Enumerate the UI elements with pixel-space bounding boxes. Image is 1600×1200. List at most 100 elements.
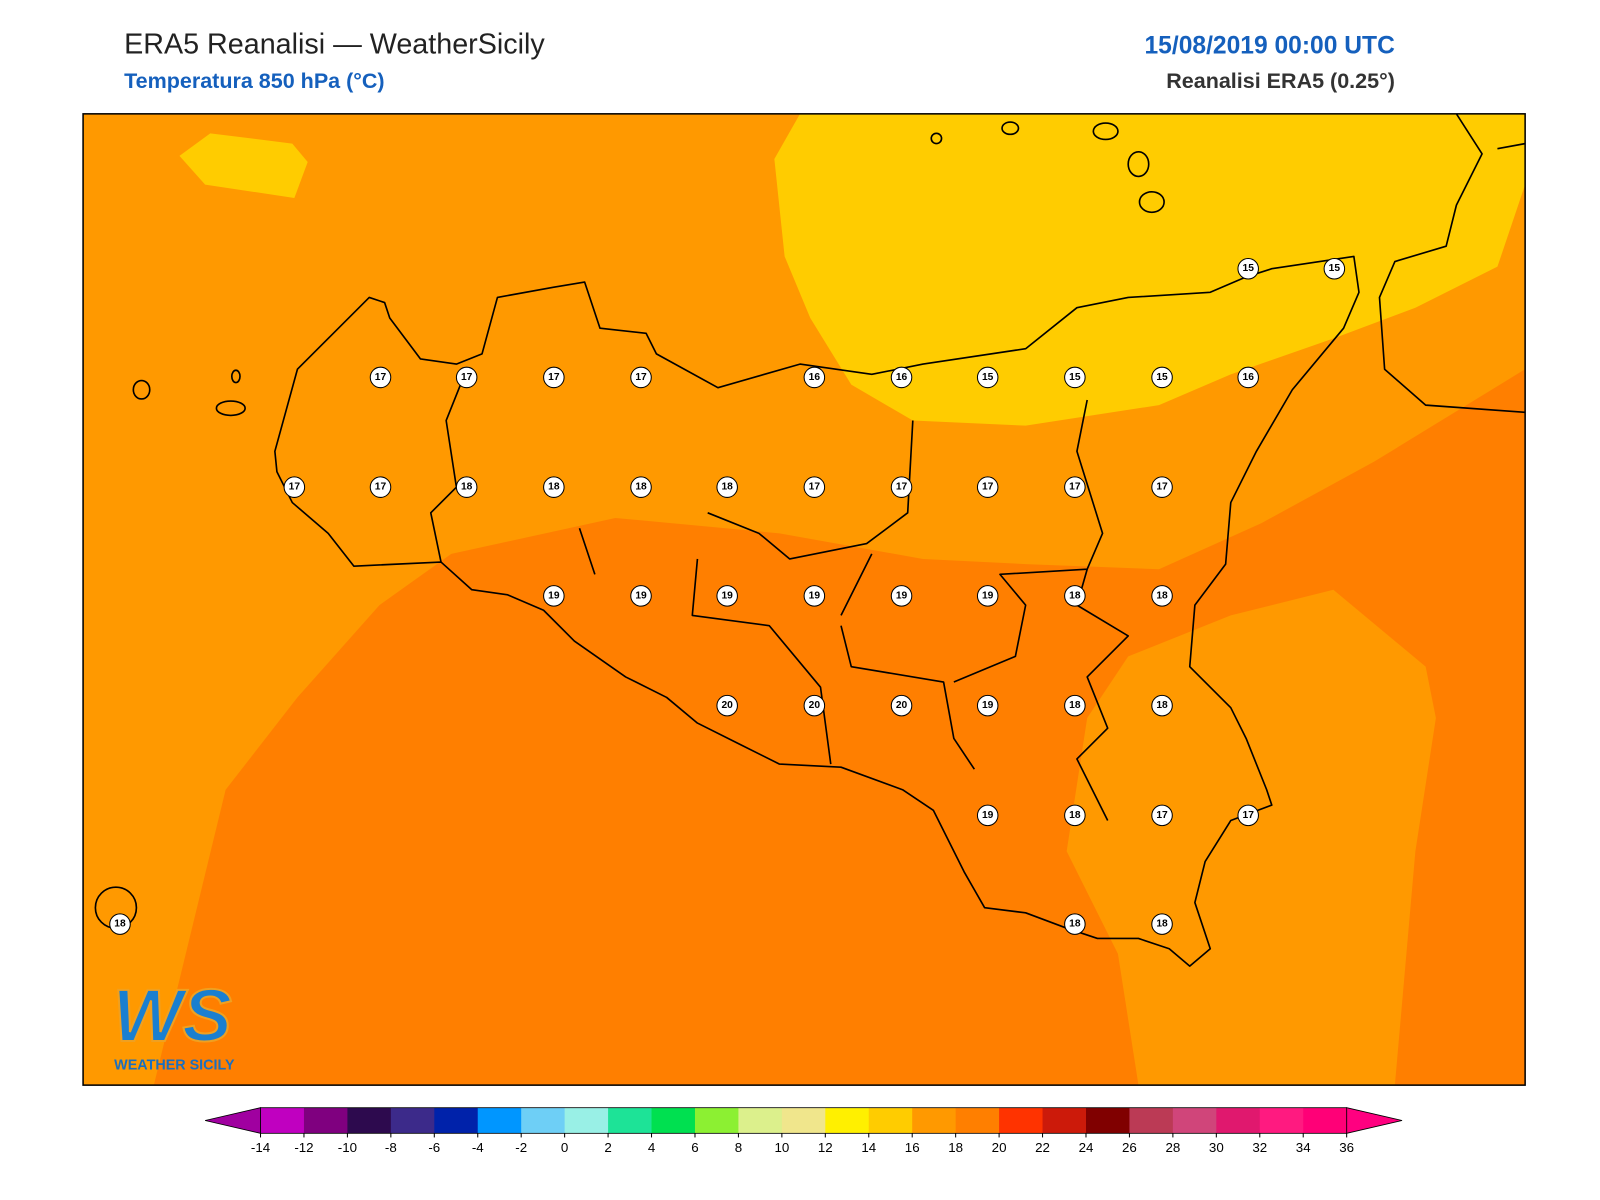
station-value: 17	[375, 372, 387, 383]
station-value: 17	[1243, 810, 1255, 821]
field-14-16	[774, 113, 1526, 426]
colorbar-tick-label: 10	[774, 1140, 789, 1155]
station: 15	[1323, 257, 1346, 280]
station-value: 18	[1156, 919, 1168, 930]
station-value: 17	[461, 372, 473, 383]
station-marker	[1064, 476, 1086, 498]
colorbar-box	[390, 1107, 435, 1134]
station-value: 18	[114, 919, 126, 930]
colorbar-box	[1129, 1107, 1174, 1134]
colorbar-box	[303, 1107, 348, 1134]
station-value: 19	[982, 590, 994, 601]
station-value: 20	[809, 700, 821, 711]
station-value: 19	[982, 810, 994, 821]
station: 19	[630, 585, 652, 607]
station: 18	[1151, 585, 1173, 607]
colorbar-frame	[260, 1107, 1348, 1134]
colorbar-tick-label: -2	[515, 1140, 527, 1155]
station-marker	[1237, 366, 1259, 389]
colorbar-box	[564, 1107, 609, 1134]
station: 18	[1064, 694, 1086, 717]
station-marker	[976, 476, 999, 498]
station: 18	[455, 476, 478, 498]
station-value: 17	[375, 482, 387, 493]
colorbar-box	[868, 1107, 913, 1134]
station-value: 15	[1243, 263, 1255, 274]
colorbar-box	[955, 1107, 1000, 1134]
station-marker	[803, 366, 826, 389]
colorbar-tick-label: -12	[294, 1140, 313, 1155]
colorbar-box	[347, 1107, 392, 1134]
colorbar-tick-label: 0	[561, 1140, 568, 1155]
station-marker	[803, 585, 826, 607]
station: 16	[1237, 366, 1259, 389]
station: 15	[1237, 257, 1259, 280]
station: 18	[543, 476, 565, 498]
station: 16	[890, 366, 913, 389]
station-value: 17	[1156, 482, 1168, 493]
station-marker	[890, 366, 913, 389]
station: 15	[1064, 366, 1086, 389]
station: 17	[1237, 804, 1259, 827]
logo-text: WEATHER SICILY	[114, 1058, 235, 1074]
station: 18	[1064, 585, 1086, 607]
station: 20	[803, 694, 826, 717]
station-value: 17	[896, 482, 908, 493]
colorbar-tick-label: 28	[1165, 1140, 1180, 1155]
station-value: 15	[1329, 263, 1341, 274]
colorbar-tick-label: 24	[1079, 1140, 1094, 1155]
station-value: 16	[809, 372, 821, 383]
colorbar-box	[1042, 1107, 1087, 1134]
station-marker	[543, 585, 565, 607]
station-value: 16	[1243, 372, 1255, 383]
colorbar-box	[738, 1107, 783, 1134]
colorbar-box	[260, 1107, 305, 1134]
station: 19	[543, 585, 565, 607]
station: 17	[369, 366, 392, 389]
station: 18	[716, 476, 738, 498]
station-value: 18	[635, 482, 647, 493]
colorbar-tick-label: 32	[1252, 1140, 1267, 1155]
station: 16	[803, 366, 826, 389]
station: 18	[1151, 694, 1173, 717]
colorbar-tick-label: -6	[428, 1140, 440, 1155]
field-14-16	[179, 133, 308, 198]
station: 17	[283, 476, 306, 498]
station-marker	[890, 585, 913, 607]
station-value: 17	[635, 372, 647, 383]
station-marker	[283, 476, 306, 498]
colorbar-box	[1172, 1107, 1217, 1134]
station-value: 18	[1069, 919, 1081, 930]
station: 19	[976, 585, 999, 607]
station: 19	[976, 694, 999, 717]
station: 19	[976, 804, 999, 827]
station-marker	[716, 585, 738, 607]
station-marker	[1323, 257, 1346, 280]
colorbar-box	[1303, 1107, 1348, 1134]
colorbar-tick-label: 6	[691, 1140, 698, 1155]
title: ERA5 Reanalisi — WeatherSicily	[124, 28, 545, 60]
station-marker	[630, 585, 652, 607]
station-marker	[1064, 804, 1086, 827]
station-marker	[109, 913, 131, 935]
station: 18	[1064, 913, 1086, 935]
station: 20	[716, 694, 738, 717]
station: 17	[1151, 804, 1173, 827]
station-marker	[630, 366, 652, 389]
station-value: 20	[896, 700, 908, 711]
station-value: 19	[896, 590, 908, 601]
station-marker	[976, 804, 999, 827]
station-value: 19	[982, 700, 994, 711]
station-marker	[369, 476, 392, 498]
station: 17	[890, 476, 913, 498]
station-marker	[1151, 366, 1173, 389]
colorbar-box	[521, 1107, 566, 1134]
colorbar-box	[608, 1107, 653, 1134]
colorbar-tick-label: 20	[992, 1140, 1007, 1155]
colorbar: -14 -12 -10 -8 -6 -4 -2 0 2 4 6 8 10 12 14 16 18 20 22 24 26…	[205, 1107, 1403, 1155]
station-marker	[1064, 366, 1086, 389]
date: 15/08/2019 00:00 UTC	[1144, 32, 1395, 59]
colorbar-tick-label: 34	[1296, 1140, 1311, 1155]
map-frame	[82, 113, 1526, 1086]
station: 18	[1151, 913, 1173, 935]
